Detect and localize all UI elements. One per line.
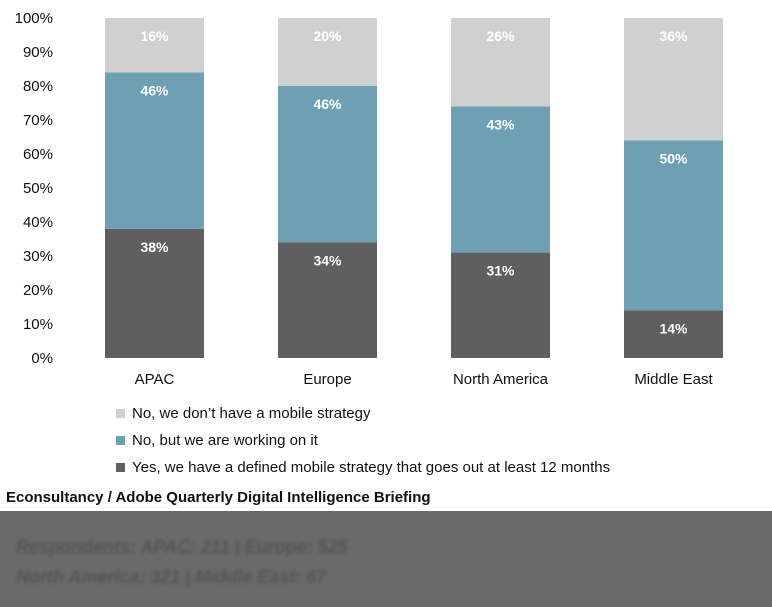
bar-segment-apac-s0 bbox=[105, 228, 204, 358]
legend-label-no-strategy: No, we don’t have a mobile strategy bbox=[132, 405, 371, 422]
footer-band: Respondents: APAC: 211 | Europe: 525 Nor… bbox=[0, 511, 772, 607]
y-tick-label: 20% bbox=[23, 282, 53, 299]
chart-legend: No, we don’t have a mobile strategy No, … bbox=[116, 400, 610, 481]
footer-respondents-line-1: Respondents: APAC: 211 | Europe: 525 bbox=[16, 537, 348, 557]
legend-label-working-on-it: No, but we are working on it bbox=[132, 432, 318, 449]
data-label: 14% bbox=[659, 320, 688, 336]
y-tick-label: 10% bbox=[23, 316, 53, 333]
y-tick-label: 0% bbox=[31, 350, 53, 367]
bar-segment-europe-s1 bbox=[278, 86, 377, 243]
source-caption: Econsultancy / Adobe Quarterly Digital I… bbox=[6, 489, 431, 506]
data-label: 46% bbox=[140, 82, 169, 98]
data-label: 20% bbox=[313, 28, 342, 44]
y-tick-label: 100% bbox=[15, 10, 53, 27]
data-label: 50% bbox=[659, 150, 688, 166]
legend-label-defined-strategy: Yes, we have a defined mobile strategy t… bbox=[132, 459, 611, 476]
bar-segment-apac-s2 bbox=[105, 18, 204, 73]
bar-segment-middle-east-s1 bbox=[624, 140, 723, 311]
bar-segment-middle-east-s2 bbox=[624, 18, 723, 141]
bar-segment-north-america-s2 bbox=[451, 18, 550, 107]
data-label: 26% bbox=[486, 28, 515, 44]
y-tick-label: 70% bbox=[23, 112, 53, 129]
x-tick-label: Europe bbox=[303, 371, 351, 388]
y-tick-label: 30% bbox=[23, 248, 53, 265]
data-label: 16% bbox=[140, 28, 169, 44]
legend-swatch-defined-strategy bbox=[116, 463, 125, 472]
bar-segment-europe-s2 bbox=[278, 18, 377, 86]
legend-item-defined-strategy: Yes, we have a defined mobile strategy t… bbox=[116, 454, 610, 481]
data-label: 43% bbox=[486, 116, 515, 132]
y-tick-label: 60% bbox=[23, 146, 53, 163]
bar-segment-north-america-s1 bbox=[451, 106, 550, 253]
y-tick-label: 40% bbox=[23, 214, 53, 231]
stacked-bar-chart: 0% 10% 20% 30% 40% 50% 60% 70% 80% 90% 100% 38% 46% 1… bbox=[15, 10, 723, 388]
legend-item-working-on-it: No, but we are working on it bbox=[116, 427, 610, 454]
data-label: 38% bbox=[140, 239, 169, 255]
x-tick-label: APAC bbox=[135, 371, 175, 388]
x-tick-label: Middle East bbox=[634, 371, 713, 388]
legend-swatch-working-on-it bbox=[116, 436, 125, 445]
data-label: 34% bbox=[313, 252, 342, 268]
bar-segment-middle-east-s0 bbox=[624, 310, 723, 358]
legend-item-no-strategy: No, we don’t have a mobile strategy bbox=[116, 400, 610, 427]
bar-segment-apac-s1 bbox=[105, 72, 204, 229]
bar-segment-europe-s0 bbox=[278, 242, 377, 358]
y-tick-label: 80% bbox=[23, 78, 53, 95]
y-tick-label: 50% bbox=[23, 180, 53, 197]
legend-swatch-no-strategy bbox=[116, 409, 125, 418]
data-label: 36% bbox=[659, 28, 688, 44]
footer-respondents-line-2: North America: 321 | Middle East: 67 bbox=[16, 567, 327, 587]
bar-segment-north-america-s0 bbox=[451, 252, 550, 358]
x-tick-label: North America bbox=[453, 371, 549, 388]
y-tick-label: 90% bbox=[23, 44, 53, 61]
data-label: 31% bbox=[486, 263, 515, 279]
data-label: 46% bbox=[313, 96, 342, 112]
